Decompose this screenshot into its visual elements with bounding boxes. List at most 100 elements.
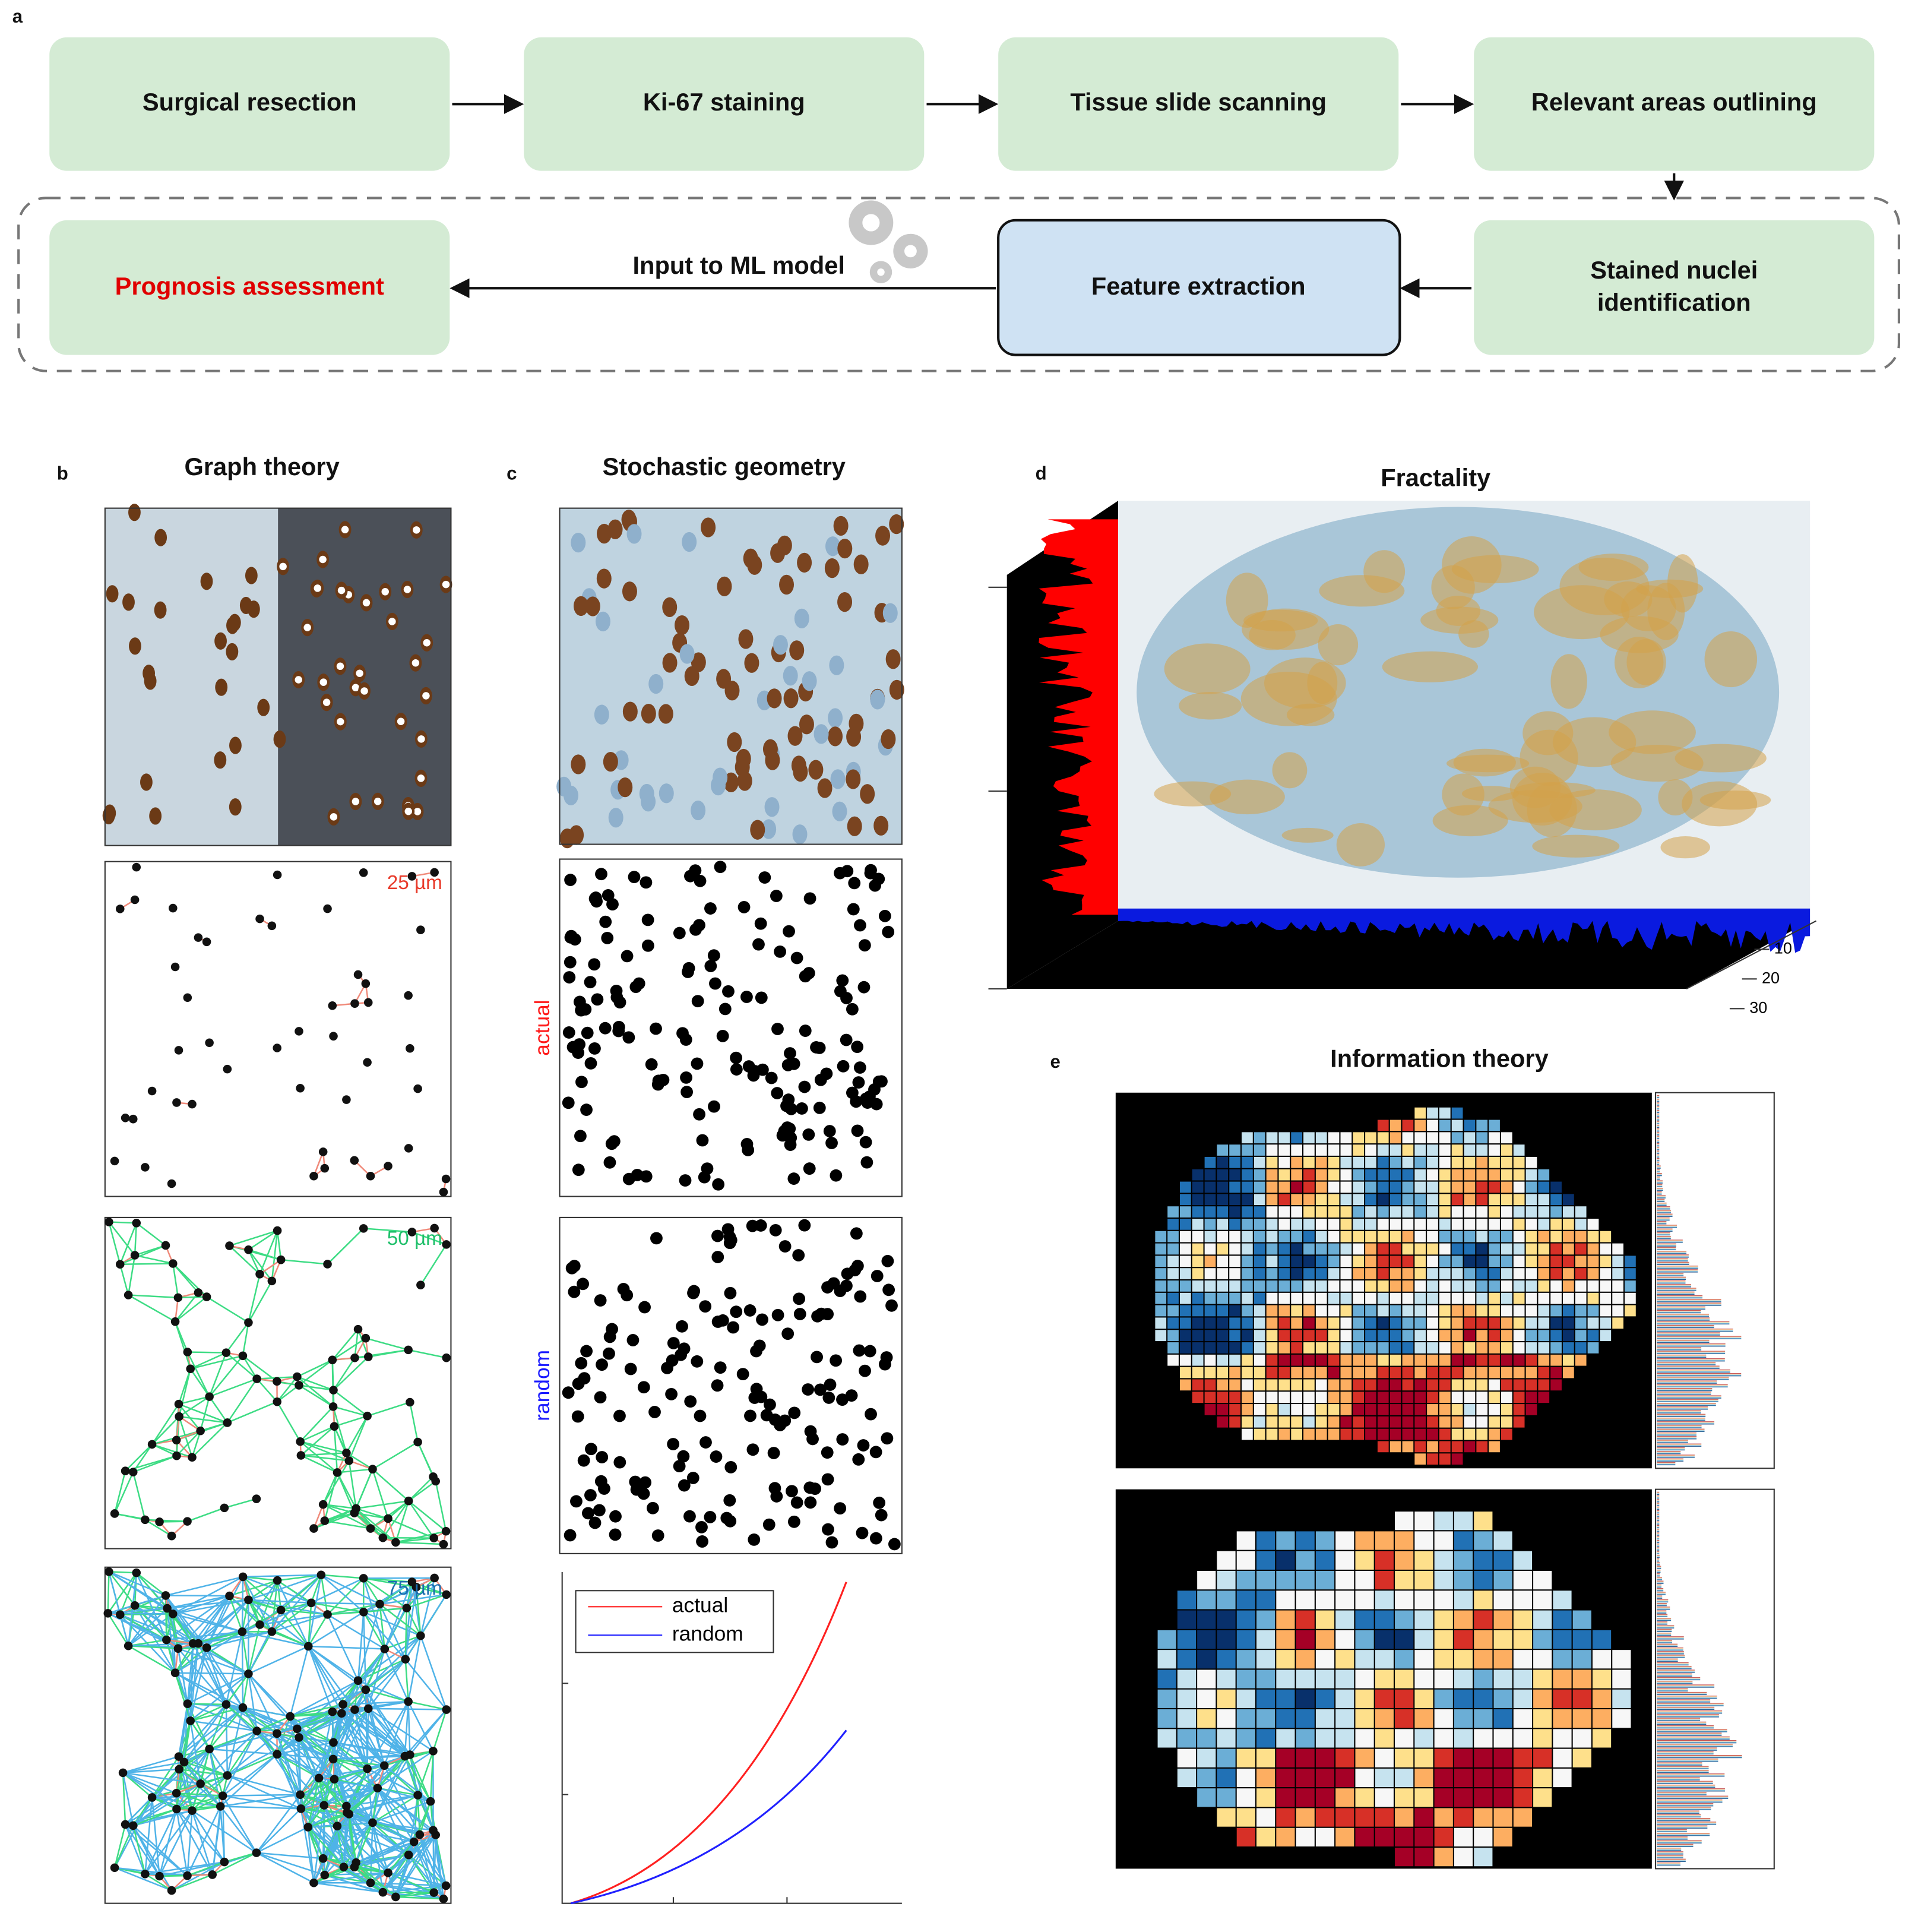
heatmap-cell: [1533, 1590, 1552, 1610]
heatmap-cell: [1489, 1231, 1500, 1242]
heatmap-cell: [1414, 1512, 1433, 1531]
nucleus-marker: [422, 692, 430, 700]
heatmap-cell: [1197, 1788, 1216, 1807]
histogram-bar: [1657, 1618, 1672, 1621]
heatmap-cell: [1513, 1808, 1532, 1827]
heatmap-cell: [1242, 1342, 1253, 1354]
heatmap-cell: [1389, 1392, 1401, 1403]
point: [684, 869, 697, 883]
graph-node: [359, 1608, 368, 1617]
heatmap-cell: [1355, 1808, 1374, 1827]
graph-edge: [404, 1756, 432, 1802]
point: [673, 1460, 686, 1473]
heatmap-cell: [1328, 1354, 1340, 1366]
heatmap-cell: [1377, 1218, 1389, 1230]
histogram-bar: [1657, 1836, 1688, 1840]
heatmap-cell: [1414, 1709, 1433, 1728]
graph-node: [255, 1620, 264, 1629]
heatmap-cell: [1355, 1709, 1374, 1728]
nucleus-marker: [397, 717, 405, 725]
graph-edge: [333, 1759, 373, 1823]
graph-edge: [311, 1602, 380, 1605]
graph-node: [402, 1604, 412, 1612]
heatmap-cell: [1377, 1144, 1389, 1156]
graph-edge: [311, 1577, 364, 1604]
heatmap-cell: [1476, 1132, 1488, 1144]
heatmap-cell: [1414, 1416, 1426, 1428]
heatmap-cell: [1513, 1194, 1525, 1206]
graph-node: [409, 1838, 419, 1846]
graph-node: [415, 1830, 425, 1839]
graph-node: [296, 1804, 306, 1813]
graph-edge: [382, 1841, 415, 1893]
heatmap-cell: [1439, 1256, 1451, 1267]
histogram-bar: [1657, 1803, 1714, 1807]
heatmap-cell: [1389, 1292, 1401, 1304]
heatmap-cell: [1242, 1379, 1253, 1391]
histogram-bar: [1657, 1380, 1717, 1384]
nucleus: [226, 643, 239, 660]
graph-edge: [271, 1602, 312, 1633]
heatmap-cell: [1464, 1144, 1476, 1156]
heatmap-cell: [1254, 1342, 1265, 1354]
heatmap-cell: [1192, 1181, 1204, 1193]
heatmap-cell: [1328, 1317, 1340, 1329]
graph-edge: [346, 1811, 414, 1843]
heatmap-cell: [1575, 1268, 1587, 1279]
heatmap-cell: [1375, 1551, 1394, 1570]
graph-edge: [127, 1255, 136, 1295]
graph-edge: [327, 1228, 365, 1265]
point: [830, 1169, 843, 1182]
heatmap-cell: [1474, 1808, 1493, 1827]
heatmap-cell: [1525, 1218, 1537, 1230]
heatmap-cell: [1217, 1243, 1229, 1255]
point: [792, 1249, 805, 1261]
histogram-bar: [1657, 1291, 1695, 1295]
graph-edge: [395, 1892, 434, 1898]
point: [768, 1413, 781, 1426]
heatmap-cell: [1454, 1551, 1473, 1570]
heatmap-cell: [1538, 1317, 1550, 1329]
graph-edge: [348, 1415, 368, 1461]
graph-edge: [299, 1406, 334, 1443]
heatmap-cell: [1254, 1428, 1265, 1440]
heatmap-cell: [1489, 1428, 1500, 1440]
heatmap-cell: [1157, 1689, 1176, 1708]
stain: [1658, 779, 1693, 816]
graph-edge: [289, 1716, 334, 1760]
heatmap-cell: [1402, 1292, 1414, 1304]
heatmap-cell: [1476, 1206, 1488, 1218]
point: [701, 1162, 714, 1175]
heatmap-cell: [1377, 1441, 1389, 1453]
graph-edge: [256, 1730, 278, 1755]
graph-edge: [176, 1808, 213, 1876]
point: [755, 991, 768, 1004]
graph-node: [162, 1635, 171, 1645]
graph-node: [366, 1524, 375, 1533]
heatmap-cell: [1276, 1630, 1295, 1649]
point: [577, 1454, 590, 1467]
histogram-bar: [1657, 1766, 1709, 1769]
heatmap-cell: [1167, 1218, 1179, 1230]
point: [632, 977, 645, 990]
nucleus: [659, 783, 674, 804]
histogram-bar: [1657, 1536, 1660, 1539]
heatmap-cell: [1434, 1848, 1453, 1867]
graph-edge: [226, 1352, 258, 1380]
point: [885, 1299, 898, 1312]
graph-node: [238, 1703, 248, 1712]
heatmap-cell: [1553, 1768, 1572, 1788]
graph-edge: [177, 1648, 227, 1705]
heatmap-cell: [1355, 1590, 1374, 1610]
heatmap-cell: [1454, 1512, 1473, 1531]
heatmap-cell: [1365, 1231, 1376, 1242]
graph-node: [244, 1595, 253, 1605]
point: [852, 1453, 865, 1466]
heatmap-cell: [1572, 1689, 1591, 1708]
point: [748, 1533, 761, 1546]
point: [854, 1290, 867, 1303]
heatmap-cell: [1167, 1206, 1179, 1218]
graph-node: [429, 1472, 438, 1481]
heatmap-cell: [1291, 1156, 1302, 1168]
graph-edge: [276, 1384, 300, 1403]
